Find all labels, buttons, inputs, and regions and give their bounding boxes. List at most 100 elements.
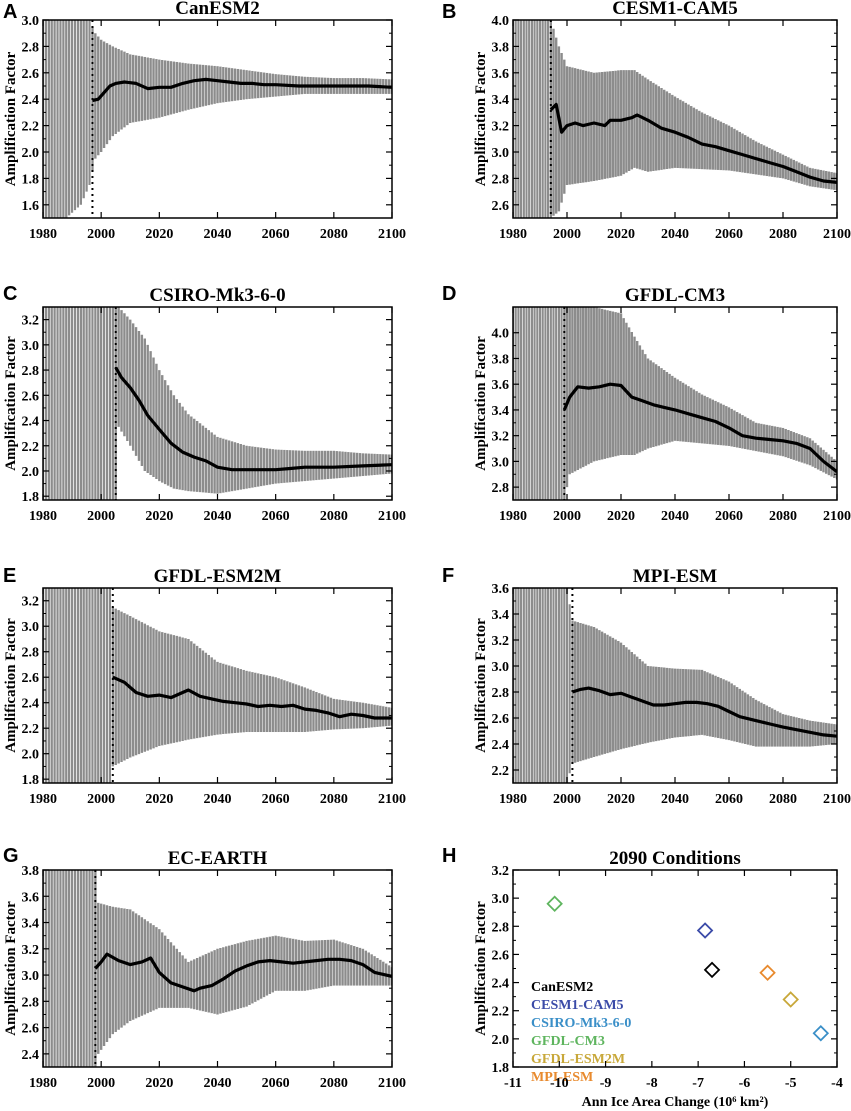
y-axis-label: Amplification Factor bbox=[3, 51, 19, 186]
x-tick-label: 2040 bbox=[204, 227, 232, 242]
plot-area bbox=[513, 20, 837, 218]
x-tick-label: 2100 bbox=[378, 509, 406, 524]
y-tick-label: 2.8 bbox=[492, 686, 510, 701]
x-tick-label: 2080 bbox=[769, 792, 797, 807]
y-tick-label: 2.2 bbox=[492, 764, 510, 779]
y-tick-label: 3.2 bbox=[492, 120, 510, 135]
y-tick-label: 2.4 bbox=[22, 93, 40, 108]
panel-title: CanESM2 bbox=[175, 0, 259, 19]
plot-area bbox=[43, 588, 392, 783]
x-tick-label: 2020 bbox=[607, 792, 635, 807]
x-tick-label: 2080 bbox=[320, 792, 348, 807]
scatter-point-1 bbox=[696, 922, 714, 939]
scatter-point-2 bbox=[812, 1024, 830, 1042]
panel-b: B CESM1-CAM5 1980 2000 2020 2040 2060 2080 2100 2… bbox=[442, 0, 851, 242]
x-tick-label: 2020 bbox=[145, 227, 173, 242]
x-tick-label: 2000 bbox=[87, 792, 115, 807]
legend-entry: MPI-ESM bbox=[531, 1070, 593, 1085]
y-tick-label: 3.4 bbox=[492, 608, 510, 623]
y-tick-label: 2.6 bbox=[492, 948, 510, 963]
x-tick-label: 2100 bbox=[823, 509, 851, 524]
panel-letter: E bbox=[3, 565, 16, 587]
y-tick-label: 3.6 bbox=[492, 67, 510, 82]
x-tick-label: 2080 bbox=[320, 227, 348, 242]
panel-letter: F bbox=[442, 565, 454, 587]
x-tick-label: 2060 bbox=[715, 227, 743, 242]
x-tick-label: 1980 bbox=[499, 509, 527, 524]
panel-title: CESM1-CAM5 bbox=[612, 0, 738, 19]
x-tick-label: 2000 bbox=[87, 1076, 115, 1091]
x-tick-label: 2020 bbox=[145, 792, 173, 807]
mean-line bbox=[571, 686, 837, 738]
x-tick-label: -8 bbox=[646, 1076, 658, 1091]
y-tick-label: 2.0 bbox=[492, 1033, 510, 1048]
y-tick-label: 2.6 bbox=[22, 389, 40, 404]
x-tick-label: 2040 bbox=[204, 1076, 232, 1091]
panel-title: GFDL-CM3 bbox=[625, 285, 725, 306]
panel-letter: D bbox=[442, 283, 456, 305]
x-tick-label: 2060 bbox=[715, 792, 743, 807]
panel-title: CSIRO-Mk3-6-0 bbox=[149, 285, 285, 306]
panel-f: F MPI-ESM 1980 2000 2020 2040 2060 2080 2100 2.2 2… bbox=[442, 565, 851, 807]
y-tick-label: 3.2 bbox=[22, 595, 40, 610]
x-tick-label: -5 bbox=[785, 1076, 797, 1091]
panel-d: D GFDL-CM3 1980 2000 2020 2040 2060 2080 2100 2.8… bbox=[442, 283, 851, 524]
y-tick-label: 3.2 bbox=[492, 634, 510, 649]
x-tick-label: 2000 bbox=[87, 227, 115, 242]
x-tick-label: 1980 bbox=[499, 227, 527, 242]
x-tick-label: 2100 bbox=[823, 227, 851, 242]
y-tick-label: 2.6 bbox=[22, 67, 40, 82]
x-tick-label: 2060 bbox=[262, 1076, 290, 1091]
y-tick-label: 3.2 bbox=[22, 943, 40, 958]
y-tick-label: 3.2 bbox=[492, 864, 510, 879]
y-tick-label: 2.2 bbox=[22, 722, 40, 737]
x-tick-label: 1980 bbox=[499, 792, 527, 807]
x-tick-label: -11 bbox=[504, 1076, 522, 1091]
y-axis-label: Amplification Factor bbox=[473, 336, 489, 471]
x-tick-label: 2060 bbox=[715, 509, 743, 524]
y-tick-label: 3.0 bbox=[492, 455, 510, 470]
x-tick-label: 2100 bbox=[378, 227, 406, 242]
x-tick-label: 2100 bbox=[823, 792, 851, 807]
x-tick-label: 1980 bbox=[29, 509, 57, 524]
y-tick-label: 2.6 bbox=[22, 671, 40, 686]
panel-a: A CanESM2 1980 2000 2020 2040 2060 2080 2100 1.6 1… bbox=[3, 0, 406, 242]
y-tick-label: 2.0 bbox=[22, 146, 40, 161]
mean-line bbox=[562, 382, 837, 473]
mean-line bbox=[114, 366, 392, 472]
panel-h: H 2090 Conditions CanESM2 CESM1-CAM5 CSIRO-M… bbox=[442, 845, 843, 1110]
x-tick-label: 2000 bbox=[87, 509, 115, 524]
y-tick-label: 2.2 bbox=[22, 120, 40, 135]
x-tick-label: 2100 bbox=[378, 1076, 406, 1091]
y-tick-label: 1.8 bbox=[492, 1061, 510, 1076]
legend-entry: CanESM2 bbox=[531, 980, 593, 995]
x-tick-label: 2020 bbox=[145, 1076, 173, 1091]
x-tick-label: 2080 bbox=[769, 227, 797, 242]
y-tick-label: 2.8 bbox=[22, 995, 40, 1010]
panel-title: 2090 Conditions bbox=[609, 848, 740, 869]
legend-entry: CESM1-CAM5 bbox=[531, 998, 624, 1013]
x-tick-label: 2020 bbox=[607, 509, 635, 524]
plot-area bbox=[513, 588, 837, 783]
y-tick-label: 3.4 bbox=[492, 404, 510, 419]
y-axis-label: Amplification Factor bbox=[473, 901, 489, 1036]
panel-letter: B bbox=[442, 1, 456, 23]
y-tick-label: 3.2 bbox=[22, 314, 40, 329]
scatter-point-5 bbox=[759, 964, 776, 981]
y-tick-label: 3.0 bbox=[492, 892, 510, 907]
y-tick-label: 2.6 bbox=[492, 712, 510, 727]
y-tick-label: 3.8 bbox=[492, 352, 510, 367]
x-tick-label: 2060 bbox=[262, 792, 290, 807]
x-tick-label: -4 bbox=[831, 1076, 843, 1091]
x-axis-label: Ann Ice Area Change (10⁶ km²) bbox=[582, 1095, 769, 1110]
panel-title: MPI-ESM bbox=[633, 566, 718, 587]
x-tick-label: 2000 bbox=[553, 792, 581, 807]
x-tick-label: 2080 bbox=[769, 509, 797, 524]
mean-line bbox=[549, 102, 837, 184]
y-tick-label: 3.6 bbox=[492, 582, 510, 597]
y-tick-label: 3.8 bbox=[492, 40, 510, 55]
panel-c: C CSIRO-Mk3-6-0 1980 2000 2020 2040 2060 2080 21… bbox=[3, 283, 406, 524]
x-tick-label: 2060 bbox=[262, 227, 290, 242]
plot-area bbox=[513, 307, 837, 500]
y-tick-label: 3.6 bbox=[492, 378, 510, 393]
